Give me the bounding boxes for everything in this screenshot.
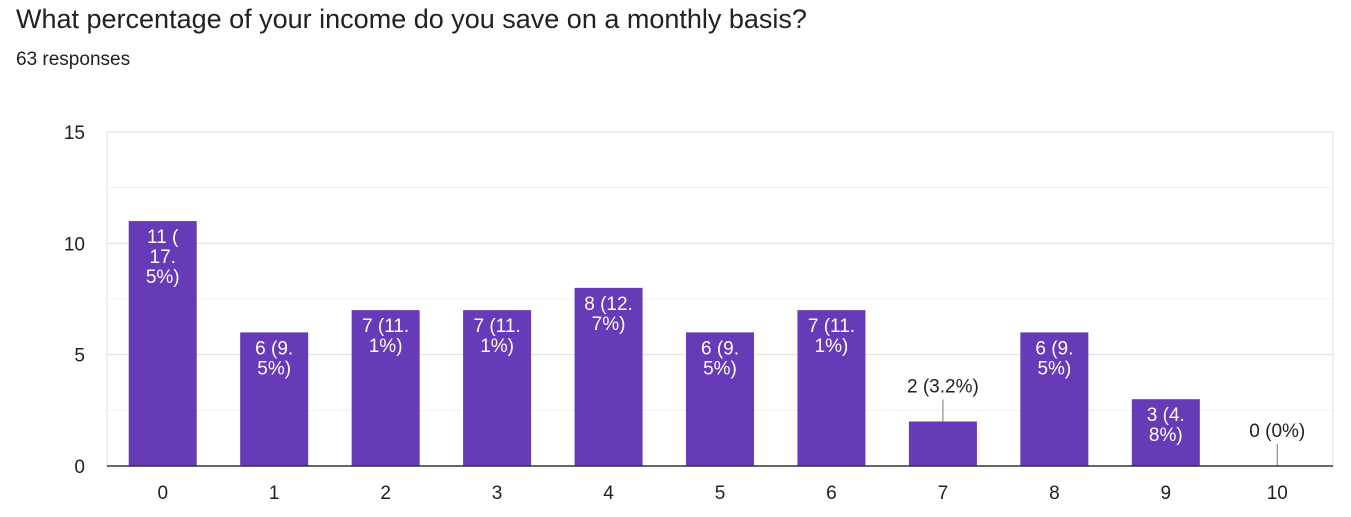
bar-data-label: 2 (3.2%): [907, 376, 979, 397]
bar-data-label: 7%): [592, 314, 626, 335]
bar-data-label: 3 (4.: [1147, 405, 1185, 426]
bar-data-label: 1%): [480, 336, 514, 357]
bar-data-label: 6 (9.: [1035, 338, 1073, 359]
x-tick-label: 1: [269, 483, 280, 504]
y-axis-ticks: 0 5 10 15: [64, 123, 85, 478]
bar-8: [1020, 332, 1089, 466]
x-tick-label: 4: [603, 483, 614, 504]
bar-data-label: 5%): [703, 358, 737, 379]
bar-data-label: 0 (0%): [1249, 421, 1305, 442]
bar-data-label: 7 (11.: [473, 316, 520, 337]
x-tick-label: 7: [938, 483, 949, 504]
bar-data-label: 1%): [815, 336, 849, 357]
bar-data-label: 5%): [1037, 358, 1071, 379]
y-tick-label: 5: [74, 346, 85, 367]
x-tick-label: 3: [492, 483, 503, 504]
bar-data-label: 6 (9.: [255, 338, 293, 359]
bar-data-label: 17.: [150, 247, 176, 268]
bar-data-label: 11 (: [147, 227, 179, 248]
response-count: 63 responses: [16, 49, 131, 70]
bar-data-label: 1%): [369, 336, 403, 357]
bar-data-label: 5%): [146, 267, 180, 288]
y-tick-label: 10: [64, 234, 85, 255]
x-tick-label: 8: [1049, 483, 1060, 504]
bar-5: [686, 332, 754, 466]
question-title: What percentage of your income do you sa…: [16, 4, 807, 34]
bar-2: [351, 310, 420, 466]
y-tick-label: 15: [64, 123, 85, 144]
bar-7: [908, 421, 977, 466]
bar-data-label: 8%): [1149, 425, 1183, 446]
x-tick-label: 5: [715, 483, 726, 504]
x-tick-label: 10: [1267, 483, 1288, 504]
y-tick-label: 0: [74, 457, 85, 478]
x-tick-label: 6: [826, 483, 837, 504]
bar-1: [240, 332, 309, 466]
bar-3: [463, 310, 532, 466]
bar-data-label: 7 (11.: [362, 316, 409, 337]
x-axis-ticks: 0 1 2 3 4 5 6 7 8 9 10: [157, 483, 1287, 504]
bar-data-label: 5%): [257, 358, 291, 379]
bar-0: [128, 221, 197, 466]
bar-data-label: 7 (11.: [808, 316, 855, 337]
bar-6: [797, 310, 866, 466]
x-tick-label: 0: [157, 483, 168, 504]
bar-data-label: 6 (9.: [701, 338, 739, 359]
x-tick-label: 9: [1161, 483, 1172, 504]
bars: 11 (17.5%)6 (9.5%)7 (11.1%)7 (11.1%)8 (1…: [128, 221, 1305, 466]
bar-4: [574, 287, 643, 466]
bar-9: [1131, 399, 1200, 466]
x-tick-label: 2: [380, 483, 391, 504]
bar-data-label: 8 (12.: [584, 294, 633, 315]
